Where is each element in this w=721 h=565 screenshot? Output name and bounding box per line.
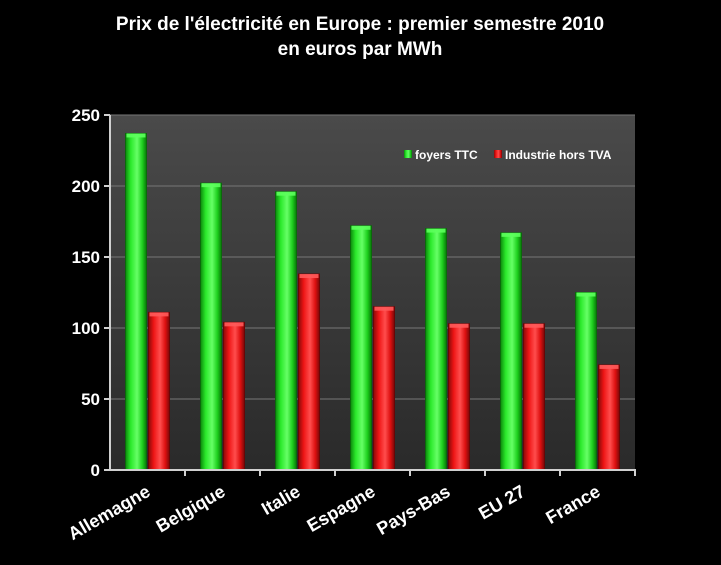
y-tick-label-4: 200 (72, 177, 100, 196)
x-tick-label-4: Pays-Bas (373, 481, 453, 539)
bar-industrie-5 (523, 323, 545, 471)
chart-title: Prix de l'électricité en Europe : premie… (116, 14, 604, 35)
legend: foyers TTC Industrie hors TVA (404, 148, 612, 162)
bar-foyers-2 (275, 191, 297, 471)
plot-area (110, 115, 635, 470)
y-tick-label-1: 50 (81, 390, 100, 409)
legend-swatch-foyers (404, 150, 412, 158)
bar-foyers-5 (500, 232, 522, 471)
bar-foyers-6 (575, 292, 597, 471)
y-tick-label-2: 100 (72, 319, 100, 338)
bars (125, 132, 620, 471)
bar-industrie-2 (298, 273, 320, 471)
bar-foyers-0 (125, 132, 147, 471)
legend-label-foyers: foyers TTC (415, 148, 478, 162)
x-tick-label-0: Allemagne (65, 481, 154, 544)
y-axis-ticks: 0 50 100 150 200 250 (72, 106, 111, 480)
legend-label-industrie: Industrie hors TVA (505, 148, 612, 162)
bar-industrie-0 (148, 311, 170, 471)
bar-foyers-4 (425, 228, 447, 471)
bar-industrie-6 (598, 364, 620, 471)
y-tick-label-5: 250 (72, 106, 100, 125)
y-tick-label-3: 150 (72, 248, 100, 267)
legend-swatch-industrie (494, 150, 502, 158)
bar-industrie-3 (373, 306, 395, 471)
bar-foyers-1 (200, 182, 222, 471)
x-tick-label-3: Espagne (304, 481, 379, 536)
chart-subtitle: en euros par MWh (278, 39, 443, 60)
bar-industrie-4 (448, 323, 470, 471)
bar-industrie-1 (223, 321, 245, 471)
x-tick-label-6: France (542, 481, 603, 528)
x-tick-label-1: Belgique (153, 481, 229, 536)
x-tick-label-5: EU 27 (475, 481, 528, 523)
grid (110, 114, 635, 400)
y-tick-label-0: 0 (91, 461, 100, 480)
bar-foyers-3 (350, 225, 372, 471)
x-tick-label-2: Italie (258, 481, 304, 519)
